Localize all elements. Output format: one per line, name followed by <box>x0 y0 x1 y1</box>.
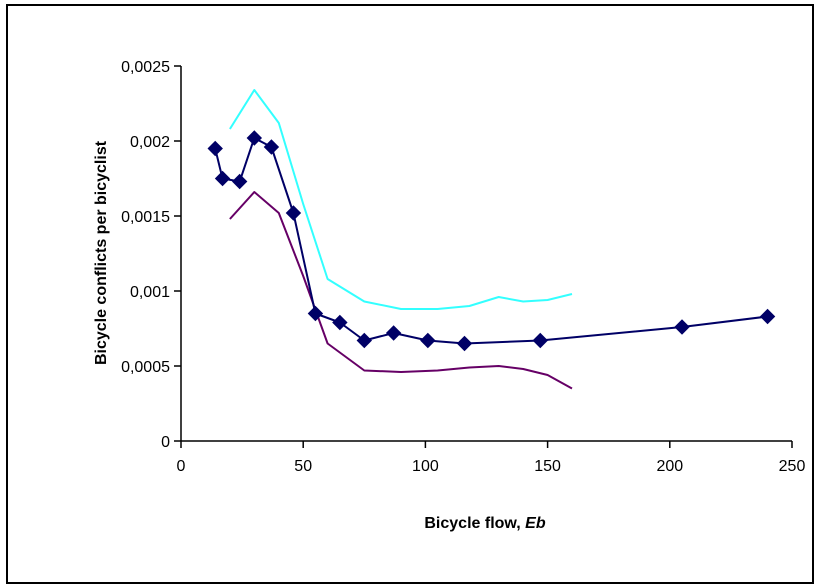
data-point-diamond <box>532 332 548 349</box>
data-point-diamond <box>207 140 223 157</box>
x-axis-title-italic: Eb <box>525 515 546 532</box>
y-tick-label: 0 <box>161 434 170 451</box>
chart-frame <box>6 4 814 584</box>
data-point-diamond <box>456 335 473 352</box>
y-tick-label: 0,0015 <box>121 209 170 226</box>
x-tick-label: 50 <box>294 458 312 475</box>
series <box>207 89 776 390</box>
y-tick-label: 0,001 <box>130 284 170 301</box>
x-tick-label: 0 <box>177 458 186 475</box>
data-point-diamond <box>263 139 280 155</box>
x-tick-label: 250 <box>779 458 806 475</box>
series-line-0 <box>214 137 768 345</box>
data-point-diamond <box>674 319 690 335</box>
series-line-1 <box>229 89 573 310</box>
data-point-diamond <box>356 332 373 349</box>
data-point-diamond <box>420 332 436 349</box>
y-tick-label: 0,002 <box>130 134 170 151</box>
chart-svg: 0 0,0005 0,001 0,0015 0,002 0,0025 0 50 100 150 20… <box>93 59 805 532</box>
data-point-diamond <box>231 173 248 190</box>
y-tick-label: 0,0005 <box>121 359 170 376</box>
data-point-diamond <box>307 305 324 322</box>
y-tick-label: 0,0025 <box>121 59 170 76</box>
y-axis-title: Bicycle conflicts per bicyclist <box>93 140 110 365</box>
axes <box>180 66 792 442</box>
x-axis-title: Bicycle flow, Eb <box>424 515 545 532</box>
data-point-diamond <box>759 308 776 325</box>
x-axis-title-text: Bicycle flow, <box>424 515 525 532</box>
x-tick-label: 200 <box>656 458 683 475</box>
x-tick-label: 100 <box>412 458 439 475</box>
series-line-2 <box>229 191 573 390</box>
data-point-diamond <box>214 170 231 187</box>
data-point-diamond <box>385 325 402 341</box>
data-point-diamond <box>246 130 263 146</box>
data-point-diamond <box>332 314 348 331</box>
x-tick-label: 150 <box>534 458 561 475</box>
ticks: 0 0,0005 0,001 0,0015 0,002 0,0025 0 50 100 150 20… <box>121 59 805 475</box>
data-point-diamond <box>285 205 302 221</box>
